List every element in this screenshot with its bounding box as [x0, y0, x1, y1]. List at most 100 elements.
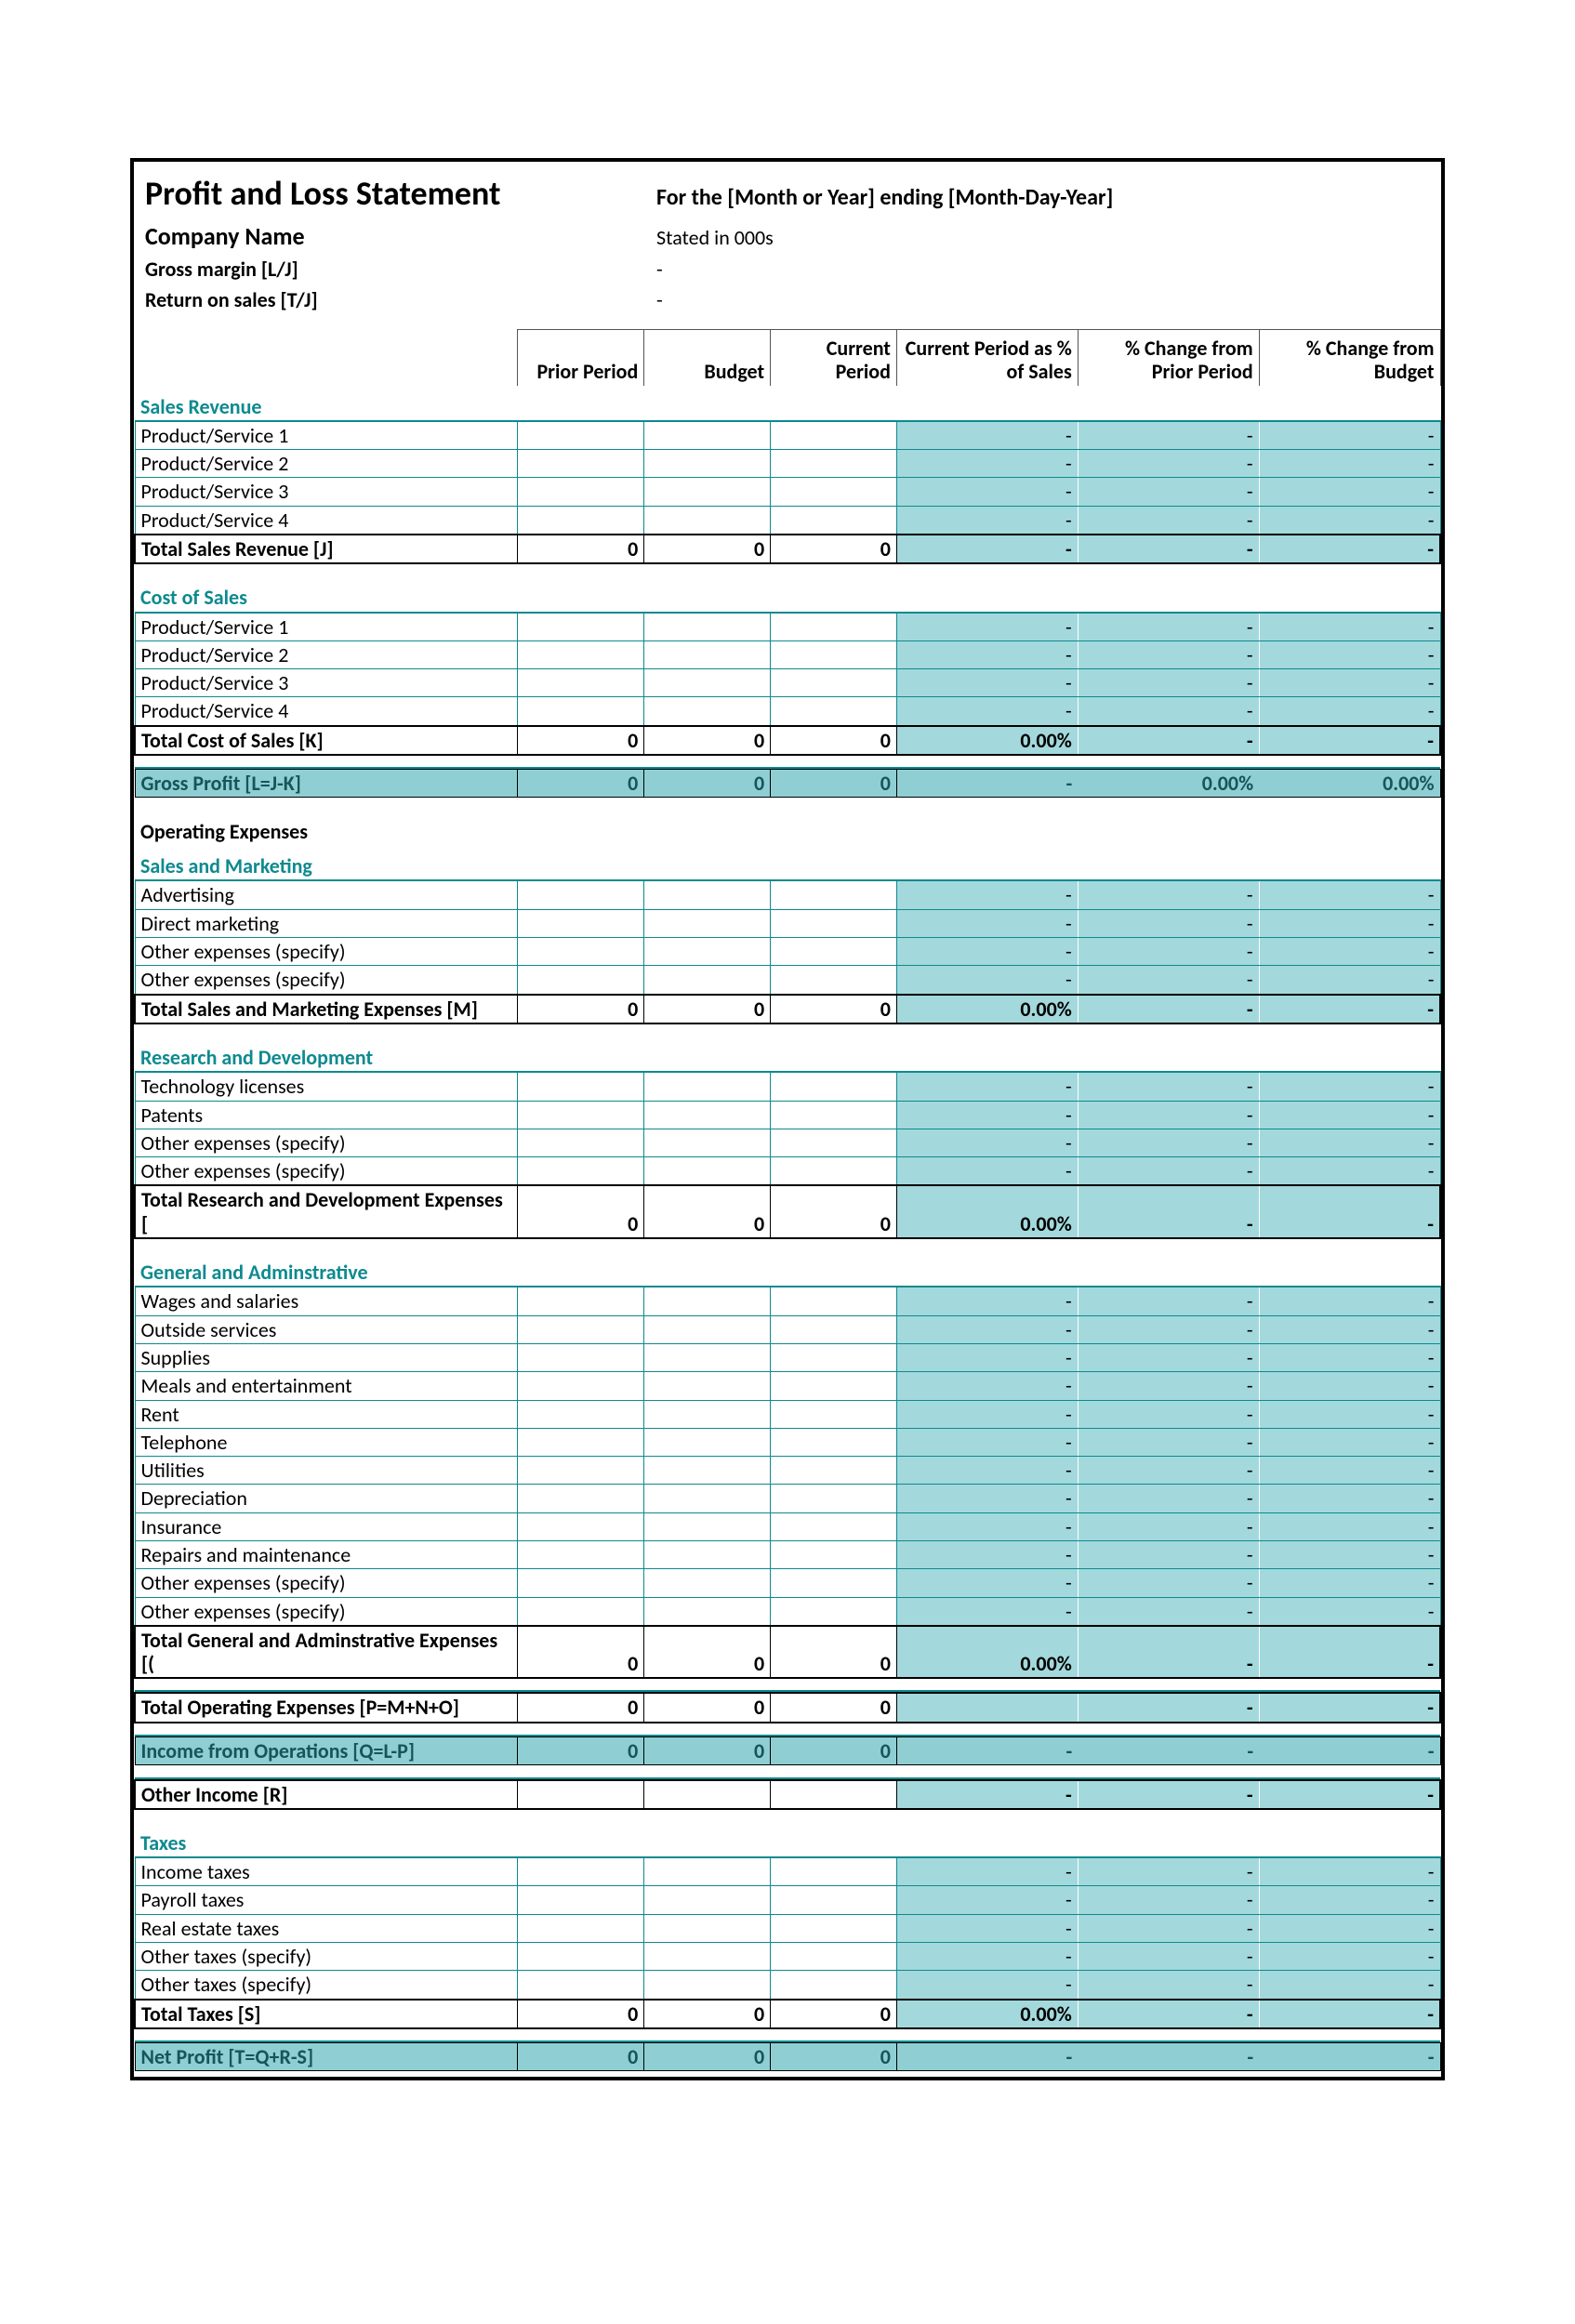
cell-chg-budget: - [1259, 1185, 1440, 1238]
total-sales-marketing: Total Sales and Marketing Expenses [M]00… [135, 995, 1440, 1023]
cell-pct-sales: 0.00% [896, 726, 1078, 755]
cell-budget [644, 909, 771, 937]
cell-budget [644, 1512, 771, 1540]
cell-budget [644, 1129, 771, 1156]
cell-budget [644, 1886, 771, 1914]
cell-pct-sales: - [896, 770, 1078, 798]
cell-pct-sales: 0.00% [896, 1626, 1078, 1679]
row-label: Wages and salaries [135, 1287, 518, 1315]
cell-current [771, 1157, 897, 1186]
cell-prior [518, 421, 644, 450]
row-label: Product/Service 2 [135, 640, 518, 668]
cell-pct-sales: - [896, 880, 1078, 909]
section-cost-of-sales: Cost of Sales [135, 576, 1440, 612]
cell-budget: 0 [644, 1185, 771, 1238]
cell-budget: 0 [644, 2042, 771, 2070]
cell-prior [518, 478, 644, 506]
cell-pct-sales: - [896, 1540, 1078, 1568]
cell-chg-prior: - [1078, 1400, 1259, 1428]
cell-current [771, 1287, 897, 1315]
cell-budget [644, 697, 771, 726]
cell-chg-prior: - [1078, 1428, 1259, 1456]
cell-chg-prior: - [1078, 1540, 1259, 1568]
cell-budget [644, 880, 771, 909]
cell-budget: 0 [644, 995, 771, 1023]
cell-budget [644, 613, 771, 641]
ga-row-9: Repairs and maintenance--- [135, 1540, 1440, 1568]
cell-chg-prior: - [1078, 2000, 1259, 2028]
cell-pct-sales: - [896, 1485, 1078, 1512]
cell-chg-budget: - [1259, 995, 1440, 1023]
cell-budget [644, 1597, 771, 1626]
cell-prior [518, 1129, 644, 1156]
row-label: Utilities [135, 1457, 518, 1485]
cell-budget [644, 506, 771, 535]
cell-current: 0 [771, 1693, 897, 1722]
cell-budget [644, 669, 771, 697]
cell-chg-budget: - [1259, 1457, 1440, 1485]
row-label: Other taxes (specify) [135, 1943, 518, 1971]
cost-of-sales-row-0: Product/Service 1--- [135, 613, 1440, 641]
cell-budget [644, 1428, 771, 1456]
cell-chg-budget: - [1259, 938, 1440, 966]
cell-current [771, 966, 897, 995]
cell-chg-prior: - [1078, 1315, 1259, 1343]
cell-pct-sales: - [896, 1914, 1078, 1942]
cell-chg-prior: - [1078, 1971, 1259, 2000]
cell-budget [644, 640, 771, 668]
row-label: Product/Service 4 [135, 506, 518, 535]
total-label: Total Sales and Marketing Expenses [M] [135, 995, 518, 1023]
cell-chg-prior: - [1078, 697, 1259, 726]
row-label: Depreciation [135, 1485, 518, 1512]
cell-chg-budget: - [1259, 1428, 1440, 1456]
cell-current [771, 1971, 897, 2000]
cell-budget [644, 1914, 771, 1942]
cell-prior [518, 1569, 644, 1597]
total-label: Total General and Adminstrative Expenses… [135, 1626, 518, 1679]
cell-current: 0 [771, 1185, 897, 1238]
cell-chg-budget: - [1259, 478, 1440, 506]
cell-chg-prior: - [1078, 1569, 1259, 1597]
cell-chg-budget: - [1259, 1597, 1440, 1626]
cell-prior [518, 966, 644, 995]
section-title: Taxes [135, 1822, 1440, 1857]
section-rnd: Research and Development [135, 1037, 1440, 1072]
cell-chg-prior: - [1078, 2042, 1259, 2070]
cell-pct-sales: - [896, 1315, 1078, 1343]
cell-budget [644, 1569, 771, 1597]
cell-chg-prior: - [1078, 1129, 1259, 1156]
cell-chg-budget: - [1259, 1129, 1440, 1156]
row-label: Other expenses (specify) [135, 1129, 518, 1156]
cell-budget [644, 1072, 771, 1101]
ga-row-7: Depreciation--- [135, 1485, 1440, 1512]
cell-prior [518, 1343, 644, 1371]
sales-marketing-row-0: Advertising--- [135, 880, 1440, 909]
cell-chg-budget: - [1259, 1886, 1440, 1914]
column-headers: Prior Period Budget Current Period Curre… [135, 330, 1440, 386]
sales-marketing-row-2: Other expenses (specify)--- [135, 938, 1440, 966]
cell-prior [518, 909, 644, 937]
cell-pct-sales: - [896, 1886, 1078, 1914]
cell-chg-prior: - [1078, 1185, 1259, 1238]
cell-pct-sales: - [896, 478, 1078, 506]
cell-prior: 0 [518, 995, 644, 1023]
cell-prior [518, 1857, 644, 1886]
cell-current: 0 [771, 770, 897, 798]
cell-budget: 0 [644, 1693, 771, 1722]
cell-chg-prior: - [1078, 1886, 1259, 1914]
rnd-row-1: Patents--- [135, 1101, 1440, 1129]
cell-prior: 0 [518, 1693, 644, 1722]
section-taxes: Taxes [135, 1822, 1440, 1857]
cell-prior [518, 1512, 644, 1540]
cell-chg-prior: - [1078, 478, 1259, 506]
cell-prior [518, 1428, 644, 1456]
cell-prior [518, 1540, 644, 1568]
taxes-row-3: Other taxes (specify)--- [135, 1943, 1440, 1971]
section-title: Sales Revenue [135, 386, 1440, 421]
ga-row-3: Meals and entertainment--- [135, 1372, 1440, 1400]
cell-prior [518, 450, 644, 478]
cell-budget: 0 [644, 1626, 771, 1679]
cell-pct-sales: - [896, 1129, 1078, 1156]
cell-budget [644, 1457, 771, 1485]
cell-budget [644, 1343, 771, 1371]
